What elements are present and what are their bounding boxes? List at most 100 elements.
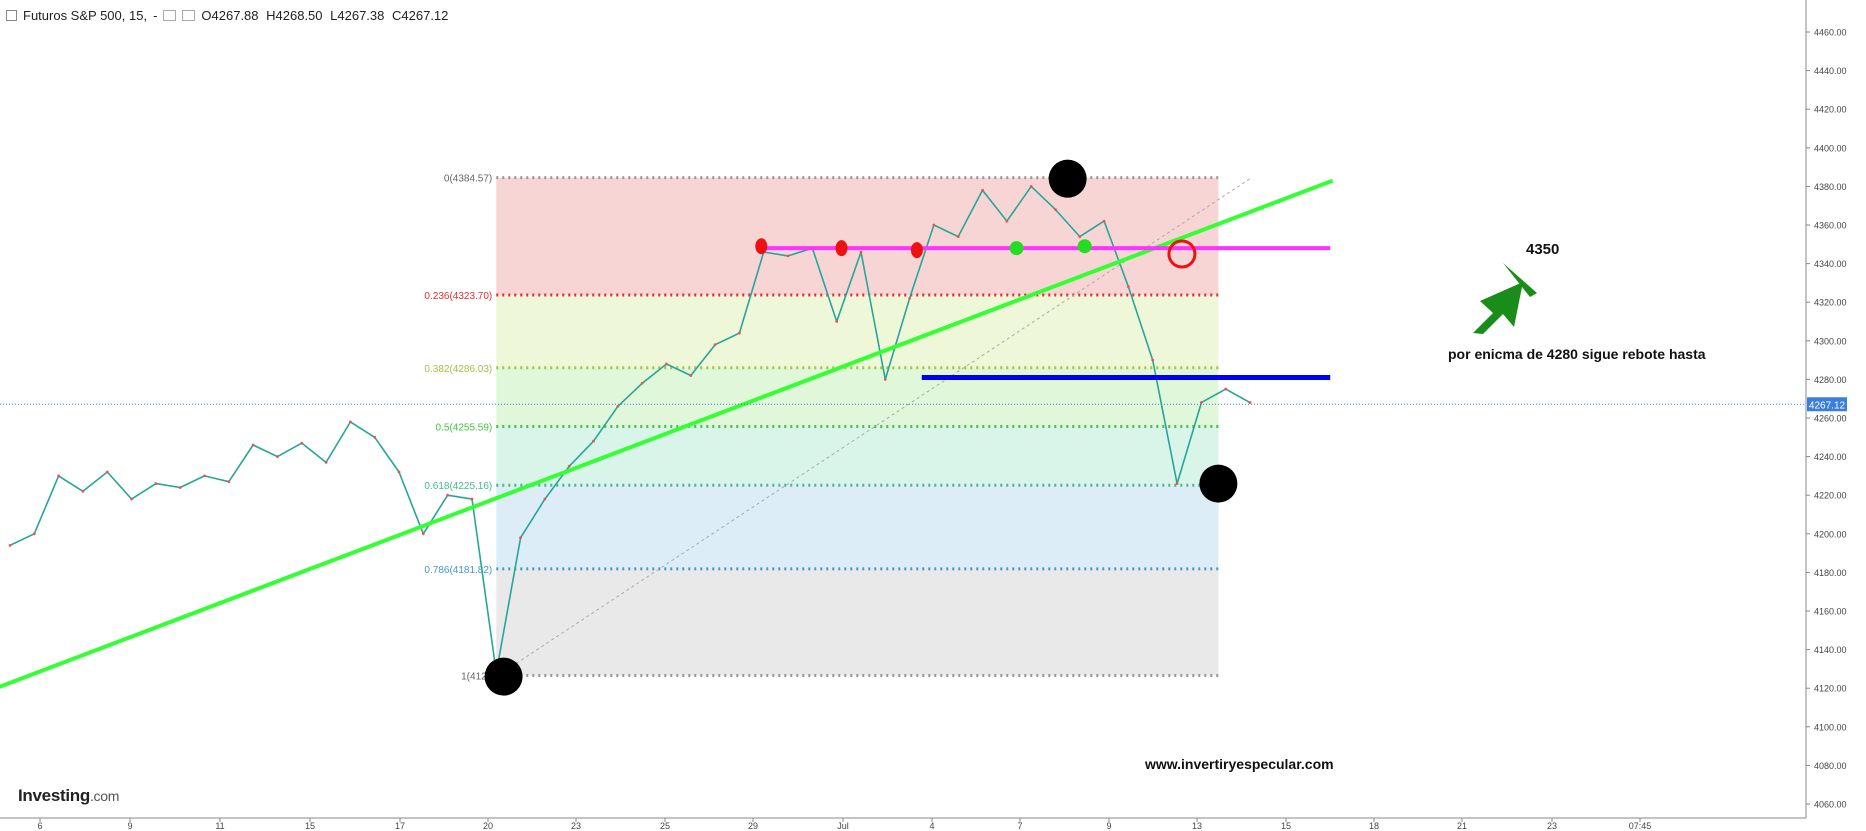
investing-logo: Investing.com: [18, 786, 119, 806]
y-tick-label: 4240.00: [1814, 452, 1847, 462]
price-point: [421, 532, 425, 536]
price-point: [81, 489, 85, 493]
y-tick-label: 4080.00: [1814, 761, 1847, 771]
y-tick-label: 4160.00: [1814, 607, 1847, 617]
header-dash: -: [153, 8, 158, 23]
price-point: [519, 536, 522, 540]
price-series-line: [9, 185, 1251, 674]
x-tick-label: 25: [660, 821, 670, 831]
price-point: [203, 474, 206, 478]
x-tick-label: 11: [215, 821, 224, 831]
x-tick-label: 23: [1547, 821, 1557, 831]
price-point: [932, 223, 936, 227]
x-tick-label: 15: [305, 821, 315, 831]
y-tick-label: 4460.00: [1814, 28, 1847, 38]
x-tick-label: 23: [571, 821, 581, 831]
fib-zone: [496, 568, 1219, 676]
x-tick-label: 18: [1369, 821, 1379, 831]
x-tick-label: 15: [1281, 821, 1291, 831]
price-point: [32, 532, 36, 536]
black-pivot-dot: [484, 657, 523, 696]
price-point: [956, 235, 960, 238]
black-pivot-dot: [1199, 464, 1238, 503]
price-point: [908, 296, 912, 300]
last-price-label: 4267.12: [1809, 400, 1846, 411]
y-tick-label: 4120.00: [1814, 684, 1847, 694]
red-marker-dot: [910, 242, 923, 259]
red-marker-dot: [835, 240, 848, 257]
website-watermark: www.invertiryespecular.com: [1144, 756, 1334, 772]
y-tick-label: 4400.00: [1814, 143, 1847, 153]
green-arrow-icon: [1473, 282, 1523, 334]
price-point: [276, 455, 279, 458]
fib-level-label: 0.5(4255.59): [436, 423, 493, 434]
price-point: [567, 464, 571, 468]
fib-zone: [496, 426, 1219, 486]
fib-level-label: 0.618(4225.16): [424, 481, 492, 492]
fib-level-label: 0.236(4323.70): [424, 291, 492, 302]
price-point: [8, 543, 12, 547]
price-point: [154, 482, 158, 486]
symbol-title: Futuros S&P 500, 15,: [23, 8, 148, 23]
price-point: [689, 374, 693, 377]
price-point: [1078, 235, 1082, 238]
close-value: C4267.12: [392, 8, 449, 23]
x-tick-label: 21: [1457, 821, 1467, 831]
y-tick-label: 4420.00: [1814, 105, 1847, 115]
price-point: [105, 470, 109, 474]
x-tick-label: Jul: [837, 821, 849, 831]
price-point: [470, 497, 474, 501]
green-marker-dot: [1009, 241, 1024, 256]
chart-header: Futuros S&P 500, 15, - O4267.88 H4268.50…: [6, 8, 452, 23]
x-tick-label: 6: [37, 821, 42, 831]
y-tick-label: 4340.00: [1814, 259, 1847, 269]
price-point: [859, 250, 863, 254]
price-point: [616, 405, 620, 408]
x-tick-label: 9: [1106, 821, 1111, 831]
y-tick-label: 4260.00: [1814, 414, 1847, 424]
price-point: [1029, 185, 1033, 188]
price-point: [665, 362, 668, 366]
x-tick-label: 7: [1017, 821, 1022, 831]
y-tick-label: 4180.00: [1814, 568, 1847, 578]
logo-name: Investing: [18, 786, 90, 805]
price-point: [1224, 387, 1228, 391]
price-point: [397, 470, 401, 474]
price-point: [57, 474, 61, 478]
price-point: [1054, 208, 1057, 211]
red-circle-marker: [1167, 239, 1197, 269]
x-tick-label: 13: [1192, 821, 1202, 831]
y-tick-label: 4280.00: [1814, 375, 1847, 385]
annotation-note: por enicma de 4280 sigue rebote hasta: [1448, 346, 1706, 362]
fib-level-label: 1(4126: [461, 671, 493, 682]
settings-icon[interactable]: [182, 10, 196, 21]
x-tick-label: 4: [929, 821, 934, 831]
y-tick-label: 4140.00: [1814, 645, 1847, 655]
x-tick-label: 9: [127, 821, 132, 831]
price-point: [324, 460, 328, 464]
logo-suffix: .com: [89, 788, 120, 804]
price-point: [130, 497, 133, 501]
price-point: [1127, 285, 1130, 289]
ohlc-values: O4267.88 H4268.50 L4267.38 C4267.12: [201, 8, 452, 23]
price-point: [300, 441, 304, 445]
price-point: [1248, 401, 1252, 404]
price-point: [713, 343, 717, 347]
y-tick-label: 4200.00: [1814, 529, 1847, 539]
red-marker-dot: [755, 238, 768, 255]
fib-zone: [496, 295, 1219, 368]
y-tick-label: 4100.00: [1814, 722, 1847, 732]
price-point: [738, 331, 741, 335]
price-point: [348, 420, 352, 424]
visibility-icon[interactable]: [163, 10, 177, 21]
price-point: [446, 493, 450, 497]
collapse-icon[interactable]: [6, 10, 17, 21]
price-point: [592, 439, 595, 443]
arrow-head-shape: [1503, 263, 1537, 297]
fib-zone: [496, 177, 1219, 296]
x-tick-label: 17: [395, 821, 405, 831]
price-point: [373, 435, 377, 439]
green-marker-dot: [1077, 239, 1092, 254]
fib-level-label: 0(4384.57): [444, 174, 492, 185]
